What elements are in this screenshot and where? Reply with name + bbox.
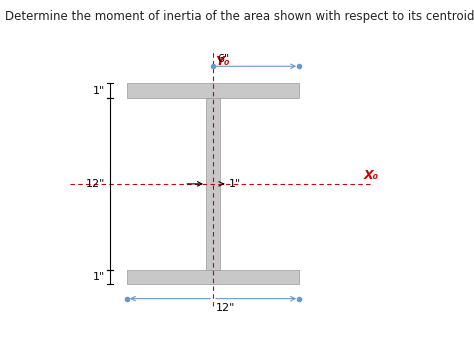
- Text: 6": 6": [218, 54, 229, 64]
- Text: 12": 12": [86, 179, 106, 189]
- Bar: [127, 270, 299, 284]
- Text: 12": 12": [216, 303, 235, 313]
- Text: Y₀: Y₀: [215, 55, 230, 68]
- Bar: [127, 84, 299, 98]
- Text: 1": 1": [93, 272, 106, 282]
- Text: X₀: X₀: [364, 169, 379, 182]
- Text: 1": 1": [229, 179, 241, 189]
- Text: 1": 1": [93, 86, 106, 96]
- Bar: [206, 98, 220, 270]
- Text: Determine the moment of inertia of the area shown with respect to its centroidal: Determine the moment of inertia of the a…: [5, 10, 474, 23]
